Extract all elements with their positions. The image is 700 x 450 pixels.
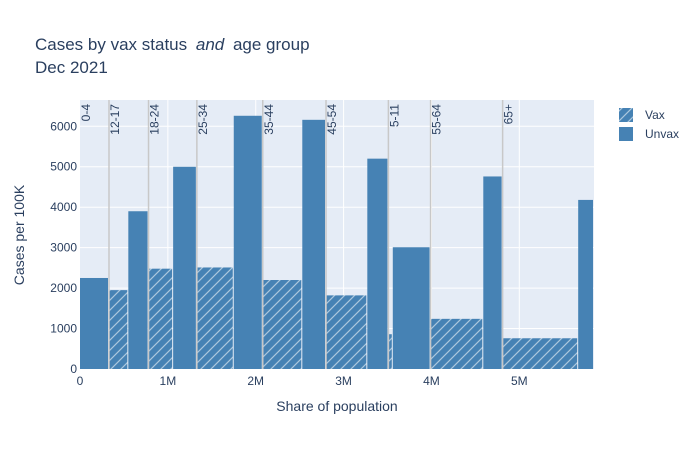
bar-vax-55-64[interactable]: [430, 318, 483, 369]
group-label-65-: 65+: [502, 104, 516, 124]
x-tick-label-0: 0: [77, 374, 84, 388]
x-axis-title: Share of population: [276, 398, 397, 414]
chart-subtitle: Dec 2021: [35, 58, 108, 77]
y-tick-label-3: 3000: [50, 241, 77, 255]
bar-unvax-35-44[interactable]: [302, 119, 326, 370]
y-axis-title: Cases per 100K: [11, 184, 27, 285]
bar-vax-45-54[interactable]: [326, 295, 367, 369]
group-label-12-17: 12-17: [108, 104, 122, 135]
legend-label-unvax: Unvax: [645, 127, 679, 141]
legend-item-unvax[interactable]: Unvax: [619, 127, 679, 141]
group-label-18-24: 18-24: [148, 104, 162, 135]
bar-unvax-25-34[interactable]: [233, 115, 262, 369]
chart-title-emphasis: and: [196, 35, 225, 54]
y-tick-label-2: 2000: [50, 281, 77, 295]
bar-vax-35-44[interactable]: [262, 280, 302, 369]
bars: [80, 115, 593, 370]
x-tick-label-3: 3M: [335, 374, 352, 388]
bar-vax-5-11[interactable]: [388, 334, 392, 369]
bar-unvax-65-[interactable]: [578, 199, 593, 369]
x-tick-label-5: 5M: [511, 374, 528, 388]
x-tick-label-1: 1M: [160, 374, 177, 388]
bar-unvax-55-64[interactable]: [483, 176, 502, 369]
group-label-5-11: 5-11: [387, 104, 401, 127]
legend: Vax Unvax: [619, 108, 679, 141]
chart-title-prefix: Cases by vax status: [35, 35, 187, 54]
bar-unvax-5-11[interactable]: [392, 247, 430, 369]
bar-vax-18-24[interactable]: [148, 268, 173, 369]
y-tick-label-1: 1000: [50, 322, 77, 336]
y-axis-ticks: 0 1000 2000 3000 4000 5000 6000: [50, 119, 77, 376]
y-tick-label-6: 6000: [50, 119, 77, 133]
bar-unvax-12-17[interactable]: [128, 211, 148, 369]
bar-unvax-0-4[interactable]: [80, 277, 108, 369]
bar-unvax-18-24[interactable]: [173, 166, 196, 369]
group-label-45-54: 45-54: [325, 104, 339, 135]
group-label-0-4: 0-4: [79, 104, 93, 122]
group-label-25-34: 25-34: [196, 104, 210, 135]
x-tick-label-4: 4M: [423, 374, 440, 388]
y-tick-label-0: 0: [70, 362, 77, 376]
y-tick-label-5: 5000: [50, 160, 77, 174]
group-label-35-44: 35-44: [262, 104, 276, 135]
group-label-55-64: 55-64: [430, 104, 444, 135]
group-labels: 0-4 12-17 18-24 25-34 35-44 45-54 5-11 55-64 65+: [79, 104, 516, 135]
x-axis-ticks: 0 1M 2M 3M 4M 5M: [77, 374, 528, 388]
group-separators: [108, 100, 504, 369]
bar-vax-25-34[interactable]: [196, 267, 233, 369]
chart-title: Cases by vax status and age group: [35, 35, 310, 54]
y-tick-label-4: 4000: [50, 200, 77, 214]
bar-vax-65-[interactable]: [502, 338, 578, 369]
chart-title-suffix: age group: [233, 35, 310, 54]
bar-vax-12-17[interactable]: [108, 290, 128, 369]
legend-item-vax[interactable]: Vax: [619, 108, 665, 122]
bar-unvax-45-54[interactable]: [367, 158, 388, 369]
legend-swatch-unvax: [619, 127, 633, 141]
x-tick-label-2: 2M: [247, 374, 264, 388]
legend-swatch-vax: [619, 108, 633, 122]
legend-label-vax: Vax: [645, 108, 665, 122]
